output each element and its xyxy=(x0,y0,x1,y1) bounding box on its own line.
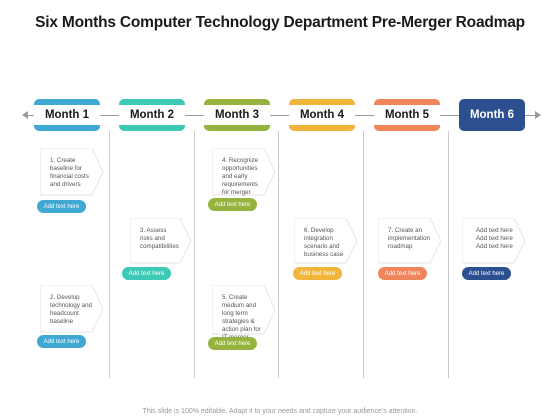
add-text-pill[interactable]: Add text here xyxy=(293,267,342,280)
month-label: Month 3 xyxy=(204,105,270,125)
add-text-pill[interactable]: Add text here xyxy=(208,198,257,211)
add-text-pill[interactable]: Add text here xyxy=(462,267,511,280)
month-header-6: Month 6 xyxy=(459,99,525,131)
task-text: 2. Develop technology and headcount base… xyxy=(50,294,92,325)
task-text: 7. Create an implementation roadmap xyxy=(388,227,430,250)
column-divider xyxy=(194,131,195,378)
task-card-7: 7. Create an implementation roadmap xyxy=(378,218,442,264)
add-text-pill[interactable]: Add text here xyxy=(37,200,86,213)
card-shape xyxy=(212,285,276,335)
card-shape xyxy=(378,218,442,264)
page-title: Six Months Computer Technology Departmen… xyxy=(35,14,525,31)
task-text: 6. Develop integration scenario and busi… xyxy=(304,227,344,258)
task-text: Add text here Add text here Add text her… xyxy=(476,227,513,250)
add-text-pill[interactable]: Add text here xyxy=(208,337,257,350)
task-card-8: Add text here Add text here Add text her… xyxy=(462,218,526,264)
month-label: Month 5 xyxy=(374,105,440,125)
card-shape xyxy=(130,218,192,264)
card-shape xyxy=(294,218,358,264)
month-header-3: Month 3 xyxy=(204,99,270,131)
timeline-arrow-left xyxy=(22,111,28,119)
task-card-2: 2. Develop technology and headcount base… xyxy=(40,285,104,333)
card-shape xyxy=(40,148,104,196)
month-label: Month 4 xyxy=(289,105,355,125)
task-text: 1. Create baseline for financial costs a… xyxy=(50,157,89,188)
timeline-line xyxy=(24,115,539,116)
month-label: Month 1 xyxy=(34,105,100,125)
column-divider xyxy=(278,131,279,378)
footer-note: This slide is 100% editable. Adapt it to… xyxy=(142,408,418,415)
month-header-1: Month 1 xyxy=(34,99,100,131)
task-text: 3. Assess risks and compatibilities xyxy=(140,227,179,250)
add-text-pill[interactable]: Add text here xyxy=(37,335,86,348)
month-label: Month 6 xyxy=(469,109,515,121)
column-divider xyxy=(448,131,449,378)
card-shape xyxy=(40,285,104,333)
month-header-5: Month 5 xyxy=(374,99,440,131)
task-text: 4. Recognize opportunities and early req… xyxy=(222,157,259,196)
add-text-pill[interactable]: Add text here xyxy=(378,267,427,280)
card-shape xyxy=(462,218,526,264)
timeline-arrow-right xyxy=(535,111,541,119)
task-card-3: 3. Assess risks and compatibilities xyxy=(130,218,192,264)
add-text-pill[interactable]: Add text here xyxy=(122,267,171,280)
task-card-6: 6. Develop integration scenario and busi… xyxy=(294,218,358,264)
task-text: 5. Create medium and long term strategie… xyxy=(222,294,261,341)
card-shape xyxy=(212,148,276,196)
column-divider xyxy=(363,131,364,378)
column-divider xyxy=(109,131,110,378)
task-card-5: 5. Create medium and long term strategie… xyxy=(212,285,276,341)
month-label: Month 2 xyxy=(119,105,185,125)
task-card-4: 4. Recognize opportunities and early req… xyxy=(212,148,276,196)
month-header-2: Month 2 xyxy=(119,99,185,131)
task-card-1: 1. Create baseline for financial costs a… xyxy=(40,148,104,196)
month-header-4: Month 4 xyxy=(289,99,355,131)
